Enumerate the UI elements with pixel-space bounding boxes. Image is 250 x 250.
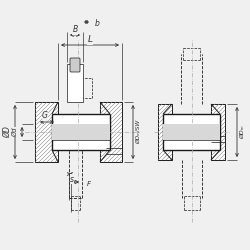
Text: Ød: Ød: [12, 127, 18, 137]
Bar: [158, 104, 172, 160]
Text: ØDₘ: ØDₘ: [240, 125, 245, 139]
Bar: [100, 102, 122, 162]
Bar: [163, 124, 220, 140]
Text: ØDₘ/SW: ØDₘ/SW: [136, 120, 141, 144]
Text: L: L: [88, 36, 92, 44]
Text: b: b: [94, 20, 100, 28]
Text: G: G: [42, 112, 48, 120]
Bar: [35, 102, 58, 162]
Text: F: F: [87, 181, 91, 187]
FancyBboxPatch shape: [70, 58, 80, 72]
Bar: [67, 64, 83, 102]
Text: s: s: [70, 174, 74, 184]
Text: ØD: ØD: [4, 126, 13, 138]
Bar: [211, 104, 225, 160]
Text: B: B: [72, 26, 78, 35]
Bar: [163, 114, 220, 150]
Bar: [52, 114, 110, 150]
Bar: [52, 124, 110, 140]
